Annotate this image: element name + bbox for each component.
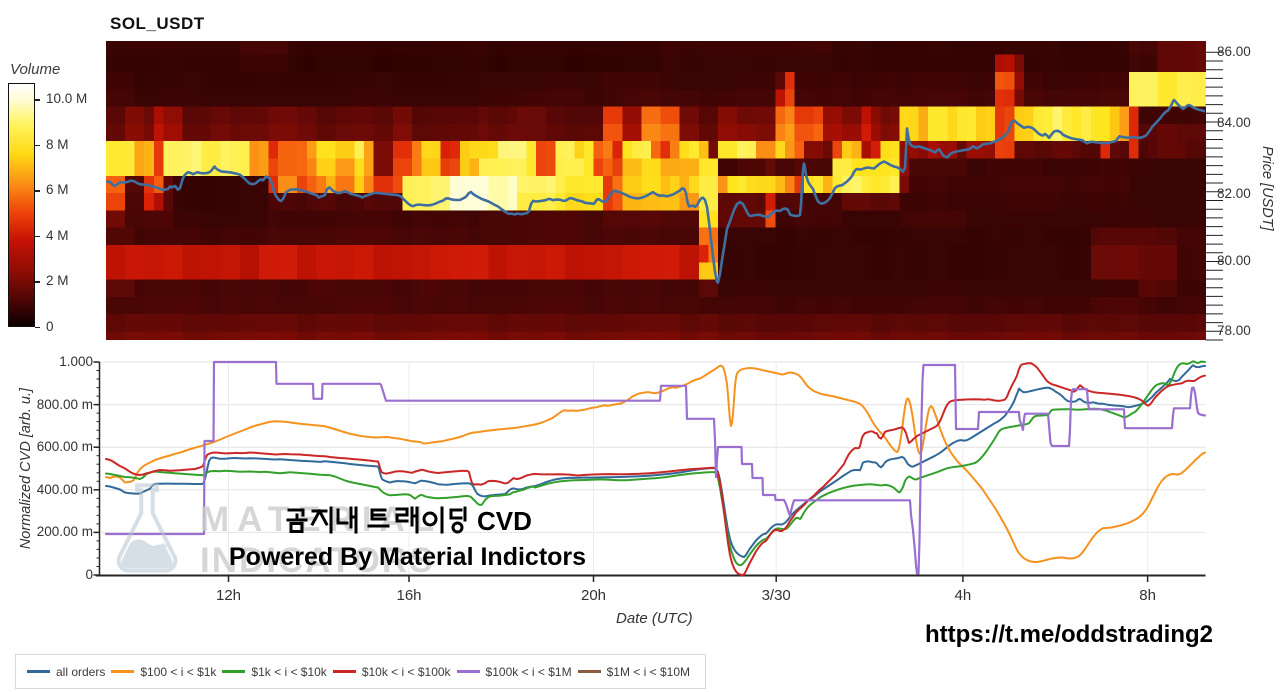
svg-text:CVD: CVD bbox=[477, 506, 532, 536]
